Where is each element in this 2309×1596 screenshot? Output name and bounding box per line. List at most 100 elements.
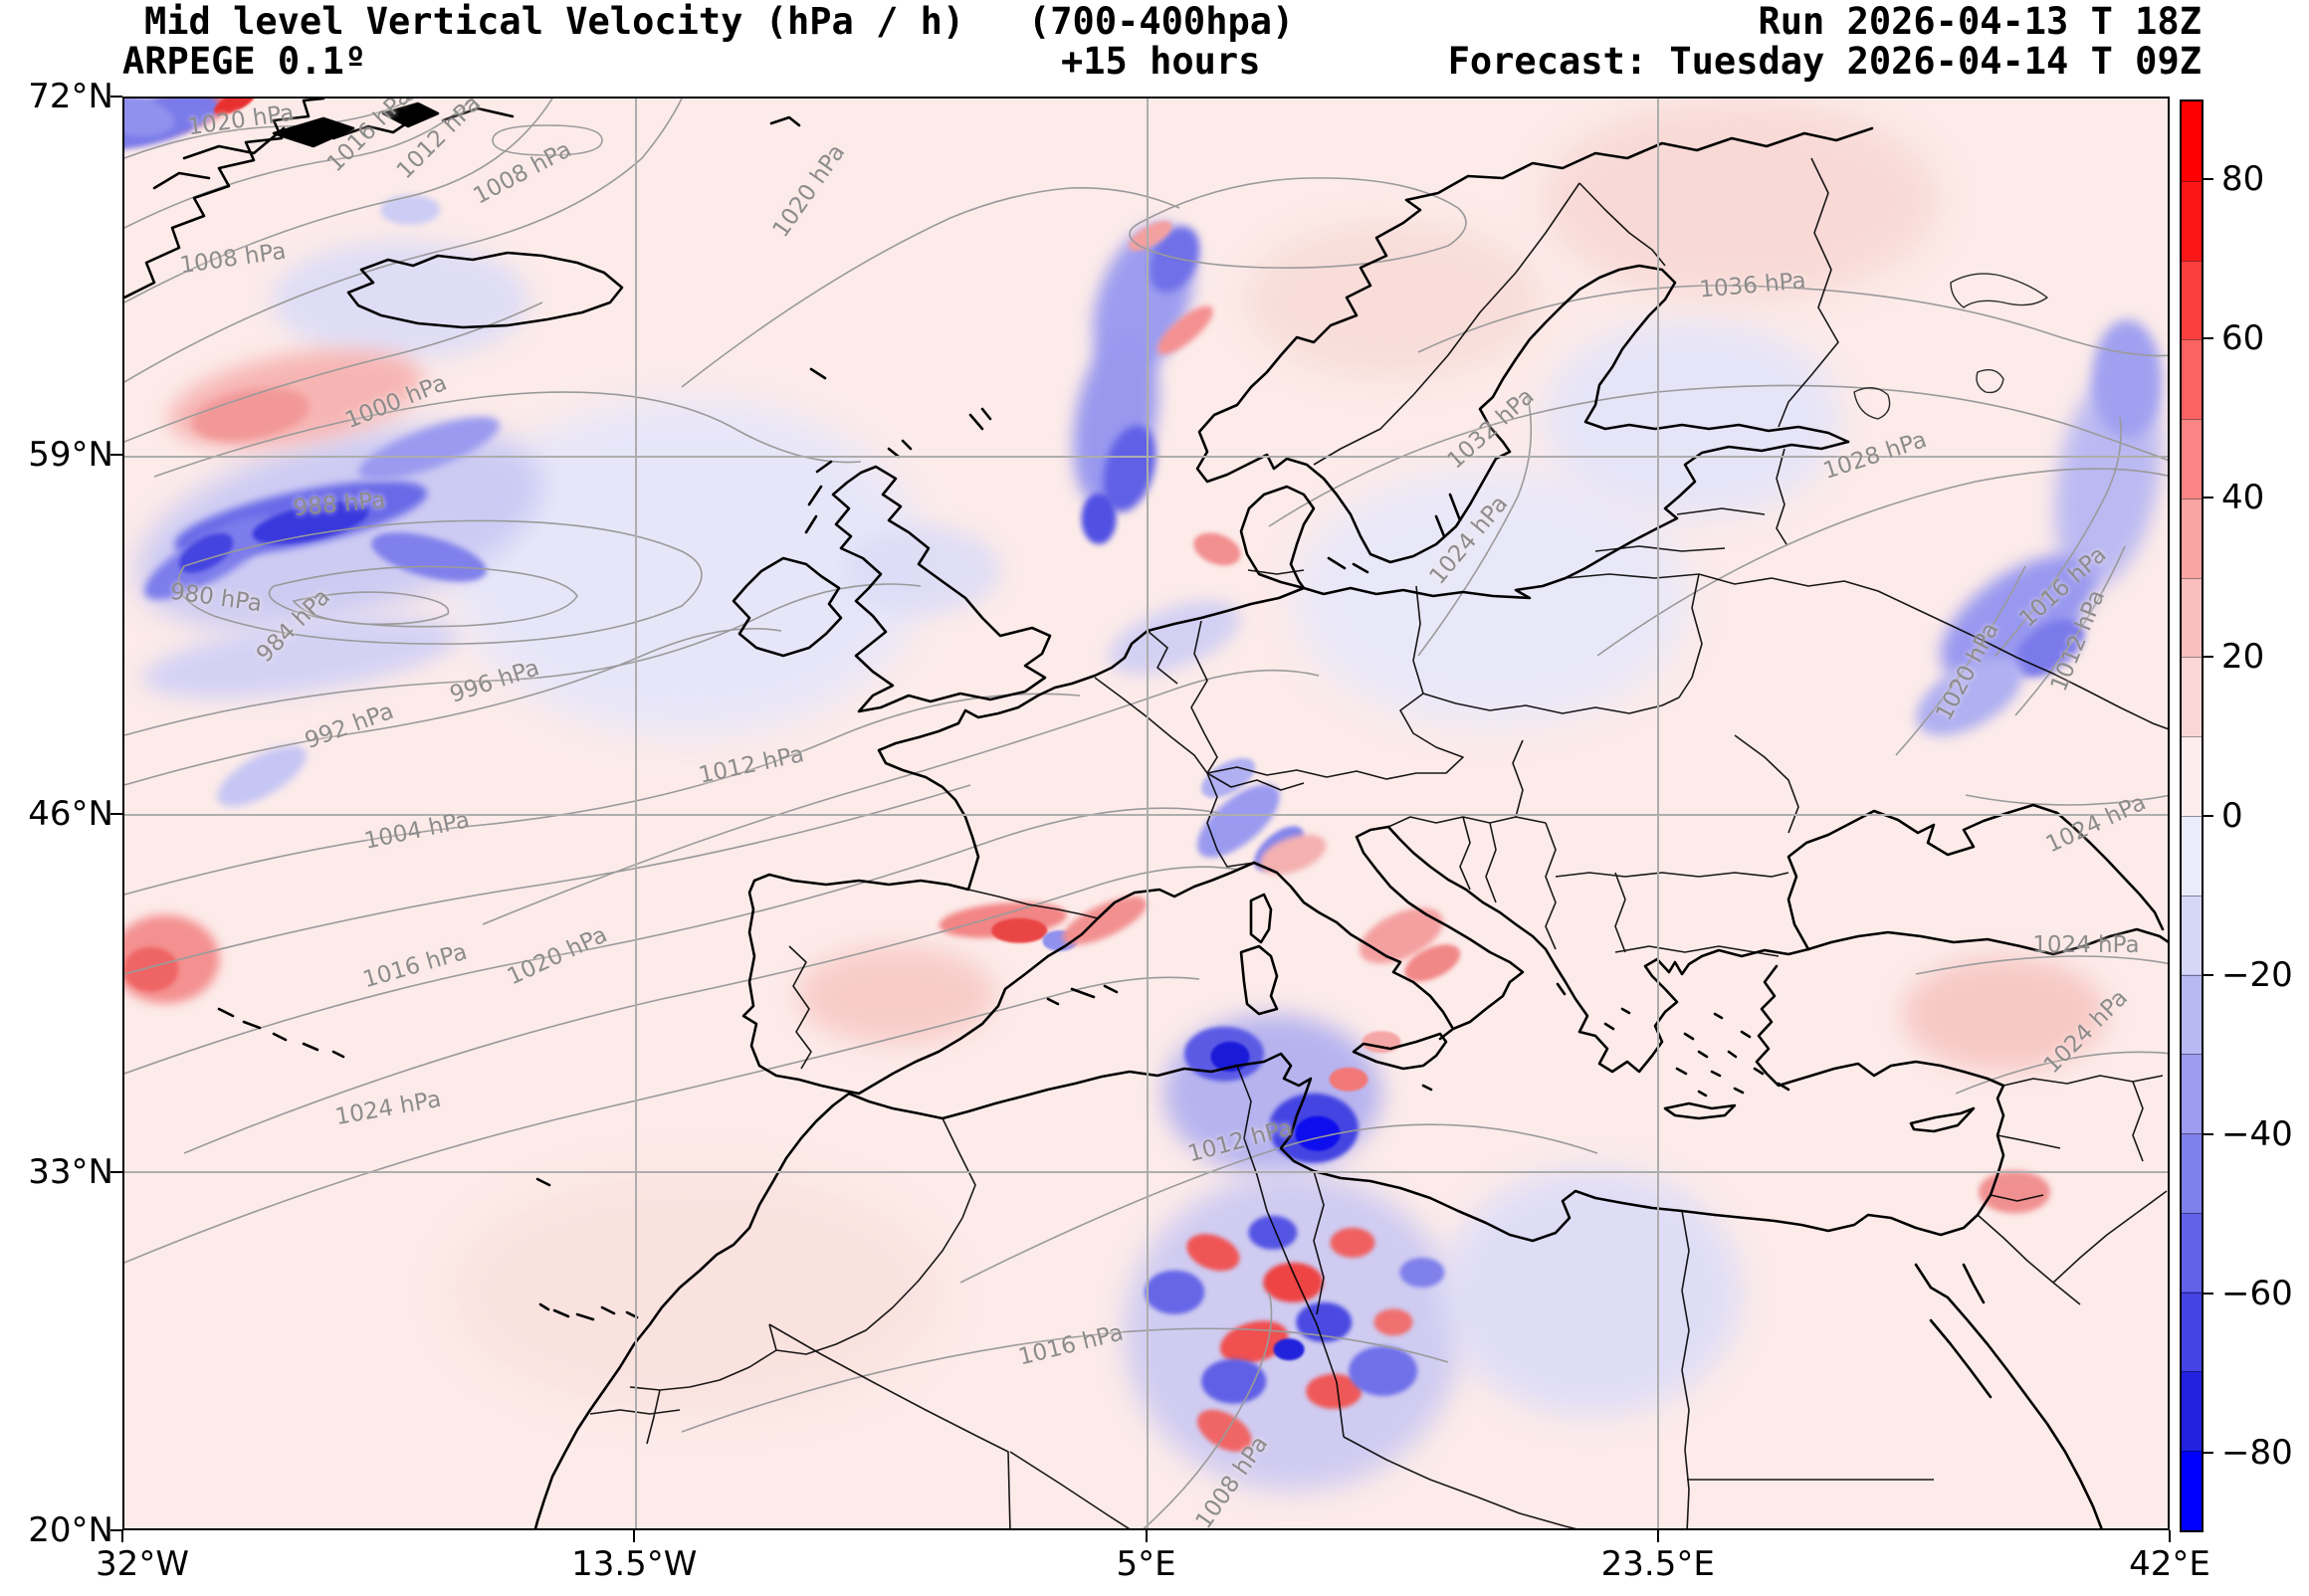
coastlines-layer xyxy=(124,99,2168,1528)
anomaly-blob xyxy=(1200,1358,1267,1404)
x-tick-label: 32°W xyxy=(96,1544,189,1584)
colorbar-tick-label: −20 xyxy=(2221,955,2293,995)
anomaly-blob xyxy=(1263,1262,1324,1302)
colorbar-tick-label: −40 xyxy=(2221,1114,2293,1154)
colorbar-band-separator xyxy=(2182,339,2202,341)
model-label: ARPEGE 0.1º xyxy=(122,40,367,83)
anomaly-blob xyxy=(124,946,179,992)
anomaly-blob xyxy=(1145,1270,1204,1315)
y-tick-label: 59°N xyxy=(28,435,113,476)
anomaly-blob xyxy=(1329,1067,1368,1092)
x-tick-mark xyxy=(1656,1530,1659,1542)
anomaly-blob xyxy=(1330,1227,1375,1258)
map-canvas: 1020 hPa 1016 hPa 1012 hPa 1008 hPa 1008 hPa… xyxy=(122,97,2170,1530)
y-tick-label: 46°N xyxy=(28,793,113,834)
colorbar-band xyxy=(2182,657,2202,737)
colorbar-band-separator xyxy=(2182,260,2202,262)
colorbar-band xyxy=(2182,815,2202,896)
colorbar-tick-label: 40 xyxy=(2221,478,2265,517)
anomaly-blob xyxy=(1273,1338,1305,1361)
anomaly-blob xyxy=(448,1168,945,1417)
anomaly-blob xyxy=(1902,956,2107,1072)
grid-line-vertical xyxy=(1656,99,1659,1528)
isobar-contours xyxy=(124,99,2168,1528)
y-tick-label: 33°N xyxy=(28,1151,113,1192)
colorbar-band xyxy=(2182,1212,2202,1293)
grid-line-horizontal xyxy=(124,1170,2168,1173)
anomaly-blob xyxy=(1542,100,1940,299)
colorbar-band xyxy=(2182,260,2202,340)
level-range-label: (700-400hpa) xyxy=(1028,0,1295,43)
anomaly-blob xyxy=(1293,469,1690,726)
colorbar-tick-mark xyxy=(2204,337,2213,339)
y-tick-mark xyxy=(110,1170,122,1173)
colorbar-band-separator xyxy=(2182,895,2202,897)
colorbar-band-separator xyxy=(2182,180,2202,182)
anomaly-blob xyxy=(1348,1345,1418,1397)
colorbar-band xyxy=(2182,498,2202,578)
colorbar-tick-label: 80 xyxy=(2221,159,2265,199)
anomaly-blob xyxy=(991,918,1047,943)
colorbar-band xyxy=(2182,419,2202,499)
colorbar-tick-label: −80 xyxy=(2221,1433,2293,1473)
colorbar-band xyxy=(2182,974,2202,1055)
lead-time-label: +15 hours xyxy=(1061,40,1261,83)
y-tick-mark xyxy=(110,812,122,815)
page-title: Mid level Vertical Velocity (hPa / h) xyxy=(144,0,965,43)
coastlines xyxy=(124,99,2168,1528)
colorbar-band xyxy=(2182,1054,2202,1133)
colorbar-tick-label: 60 xyxy=(2221,318,2265,358)
isobar-contours-layer xyxy=(124,99,2168,1528)
colorbar-band-separator xyxy=(2182,419,2202,421)
colorbar-band xyxy=(2182,577,2202,658)
colorbar-tick-label: 0 xyxy=(2221,796,2243,836)
colorbar-tick-label: −60 xyxy=(2221,1274,2293,1313)
anomaly-blob xyxy=(2092,319,2162,439)
grid-line-horizontal xyxy=(124,813,2168,816)
colorbar-tick-mark xyxy=(2204,1452,2213,1454)
colorbar-band xyxy=(2182,1292,2202,1372)
run-label: Run 2026-04-13 T 18Z xyxy=(1758,0,2202,43)
colorbar-tick-mark xyxy=(2204,1293,2213,1295)
anomaly-blob xyxy=(797,945,996,1045)
colorbar-band-separator xyxy=(2182,974,2202,976)
anomaly-blob xyxy=(1081,494,1117,544)
anomaly-blob xyxy=(1399,1257,1445,1288)
y-tick-mark xyxy=(110,1529,122,1531)
colorbar-tick-mark xyxy=(2204,178,2213,180)
colorbar-tick-mark xyxy=(2204,815,2213,817)
x-tick-mark xyxy=(121,1530,123,1542)
colorbar-band-separator xyxy=(2182,1133,2202,1135)
anomaly-blob xyxy=(1442,1168,1741,1417)
colorbar-band-separator xyxy=(2182,1292,2202,1294)
x-tick-label: 42°E xyxy=(2129,1544,2210,1584)
forecast-valid-label: Forecast: Tuesday 2026-04-14 T 09Z xyxy=(1447,40,2202,83)
y-tick-label: 72°N xyxy=(28,77,113,116)
colorbar-band-separator xyxy=(2182,1451,2202,1453)
colorbar-tick-mark xyxy=(2204,974,2213,976)
colorbar-band-separator xyxy=(2182,577,2202,579)
anomaly-blob xyxy=(271,240,529,360)
anomaly-blob xyxy=(1244,220,1543,380)
colorbar xyxy=(2180,100,2204,1532)
colorbar-band xyxy=(2182,101,2202,181)
anomaly-blob xyxy=(1248,1215,1298,1250)
colorbar-tick-label: 20 xyxy=(2221,637,2265,677)
colorbar-band xyxy=(2182,895,2202,975)
colorbar-tick-mark xyxy=(2204,497,2213,499)
colorbar-band-separator xyxy=(2182,816,2202,817)
isobar-label: 1024 hPa xyxy=(2032,931,2140,958)
colorbar-band-separator xyxy=(2182,1054,2202,1056)
colorbar-band-separator xyxy=(2182,736,2202,738)
x-tick-mark xyxy=(2169,1530,2171,1542)
colorbar-band xyxy=(2182,339,2202,420)
colorbar-band-separator xyxy=(2182,657,2202,659)
colorbar-band-separator xyxy=(2182,1371,2202,1373)
x-tick-label: 5°E xyxy=(1116,1544,1176,1584)
colorbar-band xyxy=(2182,1132,2202,1213)
x-tick-label: 23.5°E xyxy=(1600,1544,1715,1584)
anomaly-blob xyxy=(1373,1308,1413,1336)
x-tick-mark xyxy=(1145,1530,1148,1542)
country-borders xyxy=(589,157,2168,1528)
